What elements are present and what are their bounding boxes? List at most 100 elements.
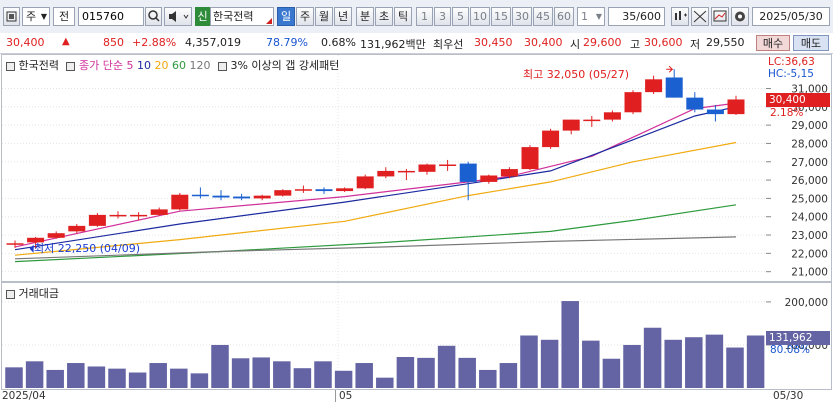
y-tick-label: 27,000: [791, 157, 828, 169]
date-field[interactable]: 2025/05/30: [752, 7, 830, 26]
candle-body: [603, 112, 621, 120]
candle-body: [109, 214, 127, 217]
volume-current-tag: 131,962: [766, 331, 830, 345]
interval-45-button[interactable]: 45: [533, 7, 553, 26]
price-chart-panel[interactable]: 한국전력 종가 단순 5 10 20 60 120 3% 이상의 갭 강세패턴 …: [1, 54, 767, 282]
volume-bar: [643, 327, 662, 388]
volume-bar: [170, 368, 188, 388]
trade-volume: 4,357,019: [185, 36, 241, 49]
candle-body: [521, 147, 539, 170]
crosshair-icon[interactable]: [691, 7, 709, 26]
volume-bar: [334, 370, 353, 388]
interval-10-button[interactable]: 10: [470, 7, 490, 26]
volume-bar: [149, 363, 167, 388]
open-price: 29,600: [583, 36, 622, 49]
volume-bar: [314, 361, 332, 388]
data-count-field[interactable]: 35/600: [608, 7, 665, 26]
legend-ma10[interactable]: 10: [136, 59, 151, 72]
y-tick-label: 22,000: [791, 248, 828, 260]
speaker-icon[interactable]: [164, 7, 192, 26]
chart-add-icon[interactable]: [671, 7, 689, 26]
interval-15-button[interactable]: 15: [491, 7, 511, 26]
period-day-tab[interactable]: 일: [277, 7, 295, 26]
open-label: 시: [570, 38, 581, 51]
legend-pattern[interactable]: 3% 이상의 갭 강세패턴: [230, 59, 340, 72]
candle-body: [665, 77, 683, 98]
price-axis: 21,000 22,000 23,000 24,000 25,000 26,000 27,0…: [766, 54, 832, 282]
interval-60-button[interactable]: 60: [554, 7, 574, 26]
legend-ma120[interactable]: 120: [189, 59, 211, 72]
legend-ma-label[interactable]: 종가 단순: [78, 59, 123, 72]
period-week-tab[interactable]: 주: [296, 7, 314, 26]
period-tick-tab[interactable]: 틱: [394, 7, 412, 26]
volume-pct-label: 80.08%: [770, 344, 811, 356]
corner-mark-icon: [266, 18, 272, 24]
volume-bar: [705, 334, 724, 388]
candle-body: [150, 209, 168, 215]
volume-axis: 100,000 200,000 131,962 80.08%: [766, 282, 832, 390]
buy-button[interactable]: 매수: [756, 35, 790, 51]
market-select[interactable]: 주 ▼: [22, 7, 50, 26]
volume-bar: [355, 363, 373, 388]
y-tick-label: 200,000: [785, 297, 828, 309]
volume-bar: [252, 357, 270, 388]
y-tick-label: 25,000: [791, 193, 828, 205]
period-minute-tab[interactable]: 분: [356, 7, 374, 26]
period-month-tab[interactable]: 월: [315, 7, 333, 26]
volume-bar: [87, 366, 106, 388]
price-chart: [2, 55, 766, 281]
interval-30-button[interactable]: 30: [512, 7, 532, 26]
volume-bar: [108, 368, 126, 388]
interval-3-button[interactable]: 3: [434, 7, 451, 26]
volume-chart: [2, 283, 766, 389]
x-label-start: 2025/04: [2, 390, 46, 402]
low-price: 29,550: [706, 36, 745, 49]
volume-bar: [623, 344, 641, 388]
volume-bar: [664, 339, 682, 388]
sell-button[interactable]: 매도: [793, 35, 829, 51]
interval-5-button[interactable]: 5: [452, 7, 469, 26]
chart-settings-icon[interactable]: [3, 7, 20, 26]
legend-ma60[interactable]: 60: [171, 59, 186, 72]
high-price: 30,600: [644, 36, 683, 49]
high-label: 고: [630, 38, 641, 51]
chart-type-icon[interactable]: [711, 7, 729, 26]
stock-name[interactable]: 한국전력: [210, 7, 274, 26]
volume-bar: [499, 363, 518, 388]
period-second-tab[interactable]: 초: [375, 7, 393, 26]
legend-ma5[interactable]: 5: [126, 59, 134, 72]
chevron-down-icon: ▼: [40, 12, 47, 21]
trade-amount: 131,962백만: [360, 38, 426, 51]
toolbar: 주▼ 전 신 한국전력 일 주 월 년 분 초 틱 1 3 5 10 15 30…: [0, 0, 833, 34]
gear-icon[interactable]: [731, 7, 749, 26]
period-year-tab[interactable]: 년: [334, 7, 352, 26]
quote-bar: 30,400 ▲ 850 +2.88% 4,357,019 78.79% 0.6…: [0, 33, 833, 54]
volume-chart-panel[interactable]: 거래대금: [1, 282, 767, 390]
legend-ma20[interactable]: 20: [154, 59, 169, 72]
candle-body: [418, 164, 436, 172]
y-tick-label: 21,000: [791, 267, 828, 279]
volume-bar: [376, 377, 394, 388]
low-label: 저: [690, 38, 701, 51]
volume-title[interactable]: 거래대금: [18, 287, 59, 300]
legend-box-icon: [6, 289, 15, 299]
interval-select[interactable]: 1 ▼: [577, 7, 605, 26]
change-rate: +2.88%: [132, 36, 177, 49]
volume-bar: [685, 337, 703, 388]
volume-ratio: 78.79%: [266, 36, 308, 49]
volume-legend: 거래대금: [6, 285, 59, 301]
candle-body: [583, 119, 601, 122]
volume-bar: [128, 372, 147, 388]
interval-1-button[interactable]: 1: [416, 7, 433, 26]
search-icon[interactable]: [145, 7, 162, 26]
stock-code-input[interactable]: [78, 7, 144, 26]
volume-bar: [231, 358, 250, 388]
volume-bar: [479, 369, 497, 388]
interval-select-value: 1: [581, 10, 588, 23]
type-select[interactable]: 전: [53, 7, 75, 26]
volume-bar: [273, 361, 291, 388]
legend-stock-name[interactable]: 한국전력: [18, 59, 59, 72]
volume-bar: [582, 340, 600, 388]
volume-bar: [746, 335, 765, 388]
candle-body: [212, 195, 230, 198]
